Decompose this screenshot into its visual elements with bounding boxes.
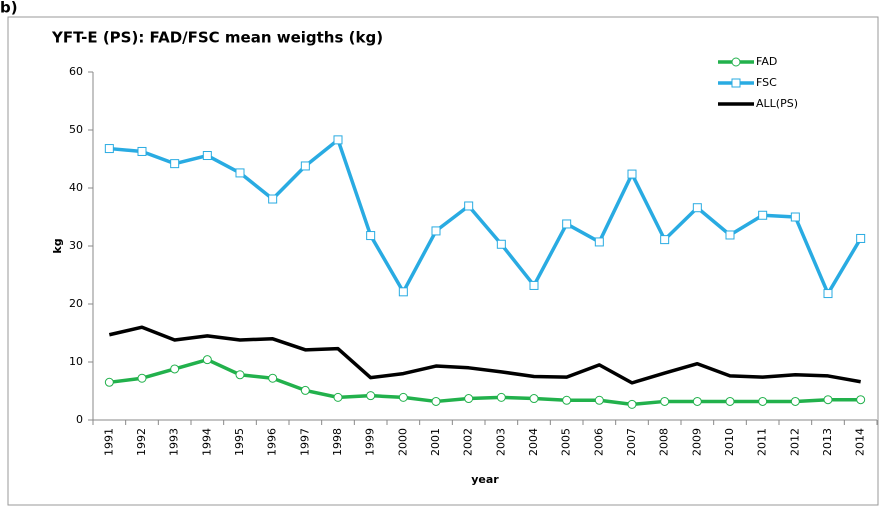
- x-tick-label: 1991: [102, 428, 115, 456]
- point: [725, 396, 735, 406]
- point: [431, 226, 441, 236]
- point: [235, 370, 245, 380]
- point: [627, 169, 637, 179]
- x-tick-label: 1996: [266, 428, 279, 456]
- legend-label: FAD: [756, 55, 777, 68]
- point: [170, 364, 180, 374]
- point: [170, 159, 180, 169]
- y-tick-label: 30: [69, 239, 83, 252]
- x-tick-label: 2014: [854, 428, 867, 456]
- point: [594, 237, 604, 247]
- point: [823, 289, 833, 299]
- point: [464, 394, 474, 404]
- point: [366, 391, 376, 401]
- x-tick-label: 2000: [396, 428, 409, 456]
- x-tick-label: 1998: [331, 428, 344, 456]
- point: [562, 219, 572, 229]
- point: [790, 212, 800, 222]
- x-tick-label: 2005: [560, 428, 573, 456]
- point: [268, 373, 278, 383]
- point: [333, 135, 343, 145]
- x-tick-label: 2003: [494, 428, 507, 456]
- point: [660, 396, 670, 406]
- point: [529, 280, 539, 290]
- point: [300, 385, 310, 395]
- point: [398, 392, 408, 402]
- x-tick-label: 2006: [592, 428, 605, 456]
- point: [627, 399, 637, 409]
- point: [137, 373, 147, 383]
- series-line: [109, 138, 863, 296]
- point: [300, 161, 310, 171]
- x-tick-label: 1993: [168, 428, 181, 456]
- point: [202, 355, 212, 365]
- legend-label: FSC: [756, 76, 777, 89]
- x-tick-label: 1999: [364, 428, 377, 456]
- point: [202, 151, 212, 161]
- point: [235, 168, 245, 178]
- point: [104, 144, 114, 154]
- point: [731, 57, 741, 67]
- point: [496, 392, 506, 402]
- point: [823, 395, 833, 405]
- point: [268, 194, 278, 204]
- point: [856, 233, 866, 243]
- x-tick-label: 2007: [625, 428, 638, 456]
- point: [464, 201, 474, 211]
- point: [731, 78, 741, 88]
- x-tick-label: 2009: [690, 428, 703, 456]
- series-line: [108, 325, 861, 385]
- x-tick-label: 2001: [429, 428, 442, 456]
- x-tick-label: 1997: [298, 428, 311, 456]
- point: [333, 392, 343, 402]
- chart-border: [7, 16, 879, 506]
- point: [856, 395, 866, 405]
- x-tick-label: 2002: [462, 428, 475, 456]
- y-axis-title: kg: [51, 238, 64, 253]
- legend-label: ALL(PS): [756, 97, 798, 110]
- point: [496, 239, 506, 249]
- point: [529, 394, 539, 404]
- point: [137, 146, 147, 156]
- x-tick-label: 2008: [658, 428, 671, 456]
- point: [398, 287, 408, 297]
- y-tick-label: 20: [69, 297, 83, 310]
- y-tick-label: 0: [76, 413, 83, 426]
- x-axis-title: year: [471, 473, 499, 486]
- point: [725, 230, 735, 240]
- x-tick-label: 2013: [821, 428, 834, 456]
- x-tick-label: 2004: [527, 428, 540, 456]
- x-tick-label: 2012: [788, 428, 801, 456]
- point: [366, 231, 376, 241]
- point: [431, 396, 441, 406]
- panel-label: b): [0, 0, 18, 17]
- x-tick-label: 2011: [756, 428, 769, 456]
- point: [758, 210, 768, 220]
- point: [758, 396, 768, 406]
- x-tick-label: 1994: [200, 428, 213, 456]
- x-tick-label: 2010: [723, 428, 736, 456]
- chart-title: YFT-E (PS): FAD/FSC mean weigths (kg): [51, 29, 383, 47]
- x-tick-label: 1995: [233, 428, 246, 456]
- y-tick-label: 50: [69, 123, 83, 136]
- point: [692, 203, 702, 213]
- y-tick-label: 60: [69, 65, 83, 78]
- y-tick-label: 10: [69, 355, 83, 368]
- series-line: [109, 357, 861, 407]
- point: [562, 395, 572, 405]
- y-tick-label: 40: [69, 181, 83, 194]
- x-tick-label: 1992: [135, 428, 148, 456]
- point: [660, 235, 670, 245]
- point: [790, 396, 800, 406]
- point: [594, 395, 604, 405]
- point: [692, 396, 702, 406]
- point: [104, 377, 114, 387]
